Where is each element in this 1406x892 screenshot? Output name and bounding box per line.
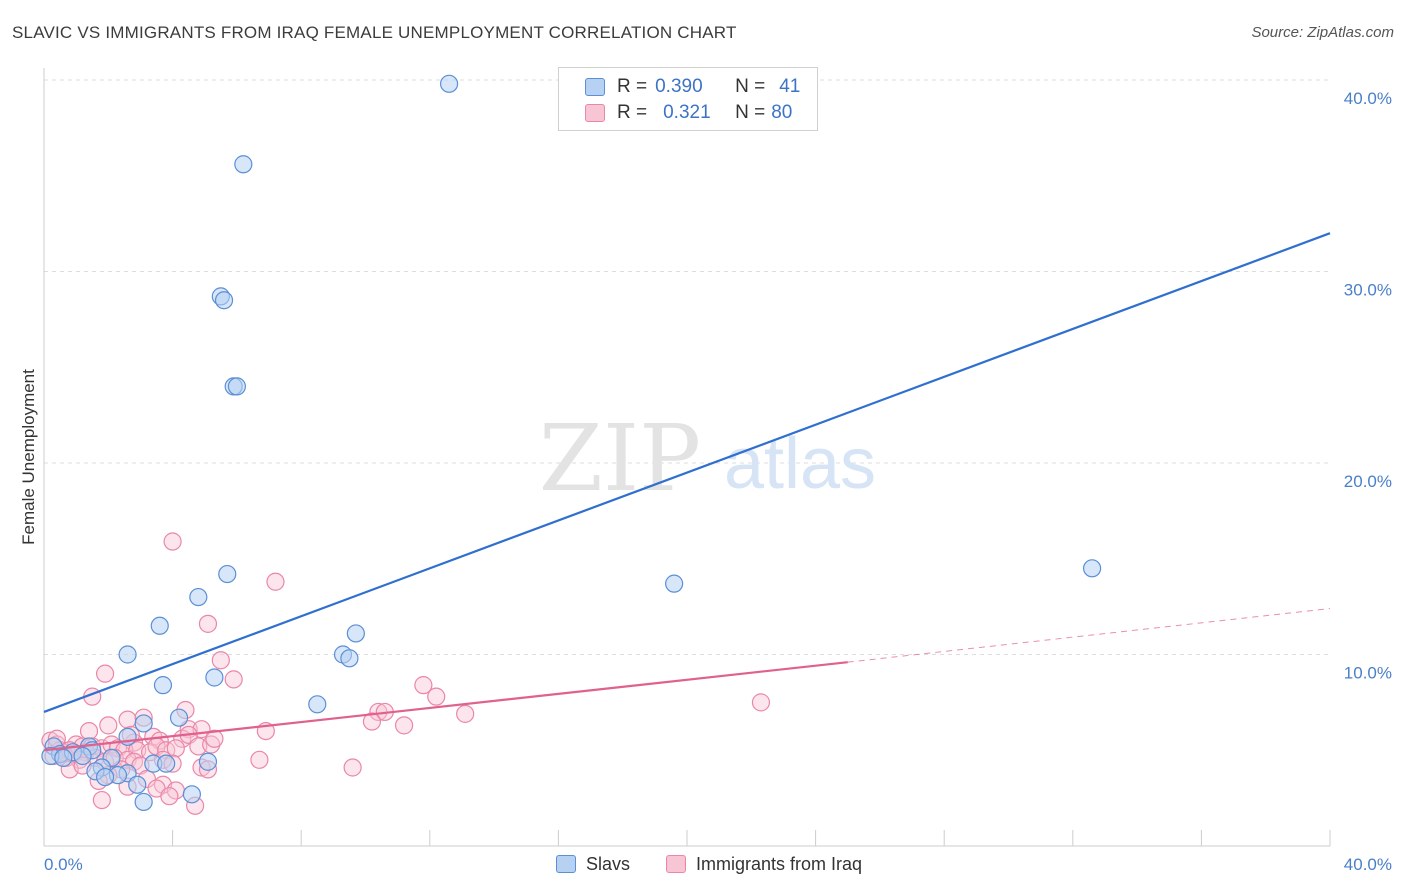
- y-axis-label: Female Unemployment: [19, 369, 38, 545]
- iraq-point: [250, 750, 269, 769]
- iraq-point: [99, 716, 118, 735]
- legend-row-iraq: R = 0.321 N = 80: [585, 100, 792, 126]
- watermark-zip: ZIP: [539, 405, 701, 512]
- iraq-point: [224, 670, 243, 689]
- slavs-legend-label: Slavs: [586, 853, 631, 874]
- slavs-point: [227, 377, 246, 396]
- slavs-point: [308, 695, 327, 714]
- slavs-point: [118, 645, 137, 664]
- n-label: N =: [735, 76, 766, 97]
- slavs-point: [169, 708, 189, 727]
- slavs-point: [665, 574, 684, 593]
- n-label: N =: [735, 102, 766, 123]
- iraq-point: [79, 721, 99, 741]
- n-value: 41: [779, 76, 801, 97]
- iraq-point: [362, 712, 382, 731]
- r-value: 0.390: [655, 76, 703, 97]
- iraq-point: [394, 716, 414, 735]
- iraq-point: [343, 758, 362, 777]
- iraq-point: [95, 664, 115, 683]
- slavs-point: [1082, 559, 1102, 578]
- slavs-point: [205, 668, 224, 687]
- watermark-atlas: atlas: [724, 424, 876, 504]
- iraq-point: [456, 704, 475, 723]
- slavs-point: [234, 155, 253, 174]
- bottom-legend-slavs: Slavs: [556, 851, 630, 877]
- iraq-point: [205, 729, 224, 748]
- slavs-point: [95, 767, 115, 787]
- x-axis-ticks: [43, 830, 1331, 846]
- iraq-trend-line: [43, 661, 848, 752]
- slavs-point: [346, 624, 365, 643]
- source-label: Source: ZipAtlas.com: [1251, 24, 1394, 41]
- slavs-point: [214, 291, 234, 310]
- iraq-point: [160, 787, 179, 806]
- slavs-point: [189, 587, 208, 607]
- y-tick-label: 20.0%: [1344, 472, 1392, 491]
- slavs-point: [128, 775, 147, 794]
- x-tick-label-min: 0.0%: [44, 855, 83, 874]
- n-value: 80: [771, 102, 793, 123]
- slavs-point: [218, 564, 237, 584]
- iraq-point: [118, 710, 137, 729]
- r-value: 0.321: [663, 102, 711, 123]
- iraq-point: [198, 614, 218, 633]
- trend-lines: [43, 232, 1331, 752]
- slavs-point: [134, 792, 153, 812]
- iraq-point: [163, 532, 182, 551]
- r-label: R =: [617, 76, 648, 97]
- iraq-point: [414, 676, 433, 695]
- y-tick-label: 30.0%: [1344, 281, 1392, 300]
- iraq-point: [92, 790, 111, 810]
- slavs-point: [439, 74, 459, 93]
- y-tick-label: 10.0%: [1344, 664, 1392, 683]
- iraq-point: [202, 735, 221, 754]
- x-tick-label-max: 40.0%: [1344, 855, 1392, 874]
- slavs-point: [153, 676, 173, 695]
- slavs-point: [73, 746, 92, 766]
- iraq-point: [751, 693, 771, 712]
- slavs-point: [150, 616, 169, 635]
- iraq-legend-label: Immigrants from Iraq: [696, 853, 863, 874]
- iraq-point: [166, 739, 185, 758]
- stats-legend: R = 0.390 N = 41 R = 0.321 N = 80: [558, 67, 818, 131]
- y-axis-tick-labels: 10.0% 20.0% 30.0% 40.0%: [1344, 89, 1392, 683]
- legend-row-slavs: R = 0.390 N = 41: [585, 74, 800, 100]
- iraq-swatch: [666, 855, 686, 873]
- slavs-swatch: [585, 78, 605, 96]
- chart-title: SLAVIC VS IMMIGRANTS FROM IRAQ FEMALE UN…: [12, 23, 737, 42]
- slavs-point: [134, 714, 153, 733]
- slavs-point: [340, 649, 359, 668]
- iraq-trend-extension: [847, 608, 1331, 663]
- iraq-point: [266, 572, 285, 591]
- slavs-points: [41, 74, 1102, 812]
- slavs-swatch: [556, 855, 576, 873]
- slavs-point: [182, 785, 201, 804]
- iraq-swatch: [585, 104, 605, 122]
- y-tick-label: 40.0%: [1344, 89, 1392, 108]
- slavs-point: [198, 752, 218, 771]
- iraq-point: [427, 687, 446, 706]
- slavs-point: [54, 748, 73, 768]
- slavs-point: [157, 754, 176, 773]
- r-label: R =: [617, 102, 648, 123]
- slavs-trend-line: [43, 232, 1331, 713]
- bottom-legend-iraq: Immigrants from Iraq: [666, 851, 862, 877]
- iraq-point: [211, 651, 230, 670]
